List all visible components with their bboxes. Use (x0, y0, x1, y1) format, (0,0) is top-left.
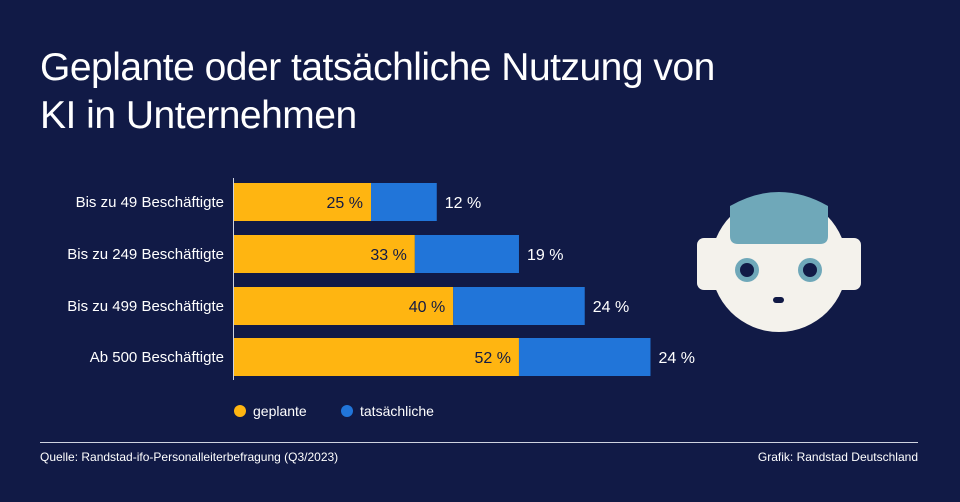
bar-tatsächliche (518, 338, 651, 376)
source-note: Quelle: Randstad-ifo-Personalleiterbefra… (40, 450, 339, 464)
bar-tatsächliche (414, 235, 519, 273)
bar-geplante (234, 183, 371, 221)
category-label: Bis zu 249 Beschäftigte (67, 246, 224, 263)
data-label-geplante: 40 % (409, 299, 445, 316)
bar-geplante (234, 338, 519, 376)
data-label-geplante: 52 % (474, 350, 510, 367)
data-label-geplante: 33 % (370, 247, 406, 264)
chart-title: Geplante oder tatsächliche Nutzung von K… (40, 46, 715, 137)
data-label-tatsächliche: 24 % (593, 299, 629, 316)
data-label-tatsächliche: 19 % (527, 247, 563, 264)
bar-tatsächliche (371, 183, 437, 221)
footer-divider (40, 442, 918, 443)
category-label: Bis zu 499 Beschäftigte (67, 298, 224, 315)
data-label-geplante: 25 % (327, 195, 363, 212)
bar-geplante (234, 287, 454, 325)
credit-note: Grafik: Randstad Deutschland (757, 450, 918, 464)
legend-marker-geplante (234, 405, 246, 417)
legend-marker-tatsächliche (341, 405, 353, 417)
category-label: Bis zu 49 Beschäftigte (76, 194, 224, 211)
robot-head-icon (697, 192, 861, 332)
data-label-tatsächliche: 24 % (658, 350, 694, 367)
legend-label-tatsächliche: tatsächliche (360, 403, 434, 419)
bar-tatsächliche (453, 287, 585, 325)
legend-label-geplante: geplante (253, 403, 307, 419)
data-label-tatsächliche: 12 % (445, 195, 481, 212)
category-label: Ab 500 Beschäftigte (90, 349, 224, 366)
bar-geplante (234, 235, 415, 273)
